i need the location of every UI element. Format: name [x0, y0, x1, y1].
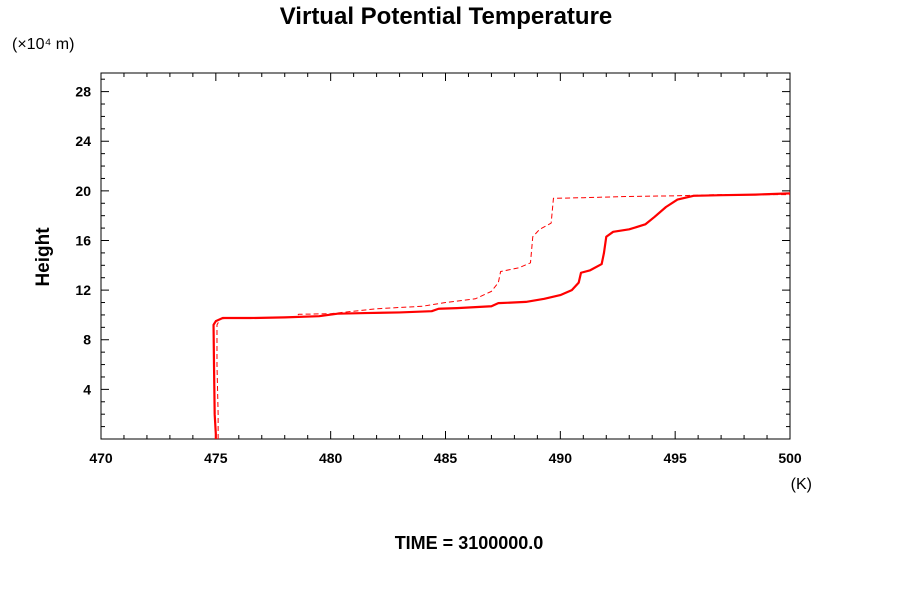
x-tick-label: 480 [319, 450, 343, 466]
y-axis-label: Height [33, 227, 54, 287]
series-layer [212, 192, 791, 439]
chart-title: Virtual Potential Temperature [280, 3, 613, 30]
x-tick-label: 485 [434, 450, 458, 466]
y-tick-label: 16 [75, 232, 91, 248]
x-axis: 470 475 480 485 490 495 500 [89, 73, 802, 466]
y-axis: 4 8 12 16 20 24 28 [75, 78, 790, 428]
x-tick-label: 470 [89, 450, 113, 466]
x-tick-label: 500 [778, 450, 802, 466]
y-tick-label: 20 [75, 183, 91, 199]
y-tick-label: 24 [75, 133, 91, 149]
time-label: TIME = 3100000.0 [395, 533, 544, 553]
x-unit-label: (K) [791, 476, 812, 493]
solid-series-line [212, 192, 791, 439]
x-tick-label: 490 [549, 450, 573, 466]
dashed-series-line [216, 194, 790, 439]
y-tick-label: 4 [83, 381, 91, 397]
y-tick-label: 28 [75, 84, 91, 100]
y-unit-label: (×10⁴ m) [12, 36, 74, 53]
y-tick-label: 12 [75, 282, 91, 298]
x-tick-label: 495 [663, 450, 687, 466]
y-tick-label: 8 [83, 332, 91, 348]
x-tick-label: 475 [204, 450, 228, 466]
plot-frame [100, 72, 791, 440]
